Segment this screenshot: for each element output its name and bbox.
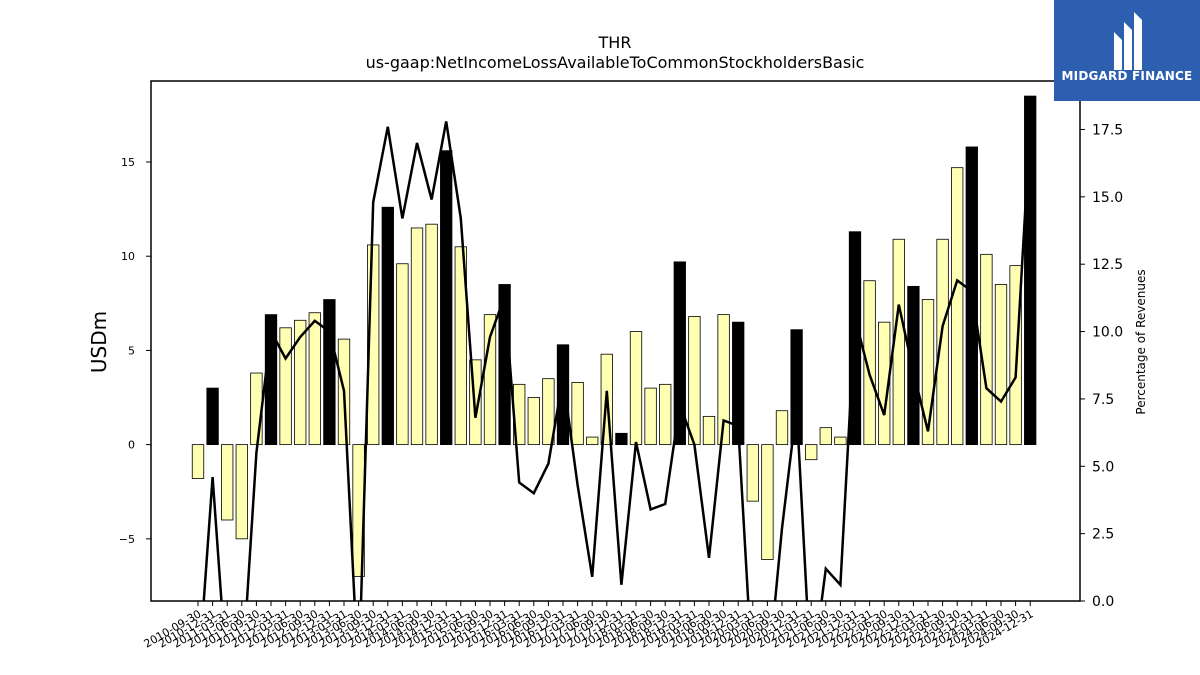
bar [483, 314, 497, 446]
x-axis-ticks: 2010-09-302010-12-312011-03-312011-06-30… [142, 601, 1036, 651]
bar [790, 329, 803, 446]
y2-tick-label: 2.5 [1092, 527, 1114, 543]
midgard-logo-icon [1114, 12, 1142, 70]
bar [527, 397, 540, 446]
line-series [202, 121, 1032, 601]
chart-subtitle: us-gaap:NetIncomeLossAvailableToCommonSt… [366, 53, 865, 72]
y2-tick-label: 12.5 [1092, 257, 1123, 273]
bar [994, 284, 1008, 446]
bar [396, 263, 409, 446]
margin-line [202, 121, 1032, 601]
bar [294, 319, 307, 446]
bar [702, 415, 716, 446]
y-axis-label: USDm [87, 311, 111, 373]
y-tick-label: 15 [121, 156, 135, 169]
bar [659, 383, 672, 446]
bar [717, 314, 730, 446]
bar [440, 150, 453, 446]
y2-tick-label: 15.0 [1092, 190, 1123, 206]
bar [410, 227, 424, 446]
bar [367, 244, 380, 446]
bar [1024, 95, 1037, 446]
brand-logo: MIDGARD FINANCE [1054, 0, 1200, 101]
bar [805, 444, 818, 461]
bar [936, 238, 949, 446]
bar [921, 299, 935, 446]
bar [206, 387, 219, 446]
bar [980, 253, 993, 446]
bar [863, 280, 876, 446]
bar [834, 436, 847, 446]
chart-title: THR [598, 33, 632, 52]
bar [556, 344, 570, 446]
bar [323, 299, 336, 446]
bar [761, 444, 774, 560]
y2-tick-label: 17.5 [1092, 122, 1123, 138]
bar [1009, 265, 1022, 446]
bar [454, 246, 467, 446]
y-tick-label: −5 [119, 533, 135, 546]
brand-name: MIDGARD FINANCE [1061, 69, 1193, 83]
bar [381, 206, 394, 446]
bar [250, 372, 263, 446]
bar [688, 316, 701, 446]
bar [425, 223, 438, 446]
bar [746, 444, 759, 502]
y-tick-label: 5 [128, 344, 135, 357]
y-tick-label: 10 [121, 250, 135, 263]
bar [542, 378, 555, 446]
bar [878, 321, 891, 446]
bar [644, 387, 657, 446]
y2-tick-label: 0.0 [1092, 594, 1114, 610]
bar [191, 444, 205, 479]
y2-tick-label: 7.5 [1092, 392, 1114, 408]
y2-axis-label: Percentage of Revenues [1134, 269, 1148, 414]
bar [571, 382, 584, 446]
bar [673, 261, 686, 446]
bar [279, 327, 292, 446]
y2-tick-label: 5.0 [1092, 459, 1114, 475]
bar [951, 167, 964, 446]
bar [221, 444, 234, 521]
bar [775, 410, 789, 446]
bar [586, 436, 599, 446]
y-tick-label: 0 [128, 439, 135, 452]
bar [629, 331, 643, 446]
plot-frame [150, 80, 1081, 602]
bar [235, 444, 248, 540]
y2-tick-label: 10.0 [1092, 325, 1123, 341]
y2-axis-ticks: 0.0 2.5 5.0 7.5 10.0 12.5 15.0 17.5 [1080, 122, 1123, 610]
y-axis-ticks: −5 0 5 10 15 [119, 156, 151, 546]
bar [615, 432, 628, 446]
bar [819, 427, 832, 446]
bar [907, 285, 920, 446]
bar [308, 312, 321, 446]
